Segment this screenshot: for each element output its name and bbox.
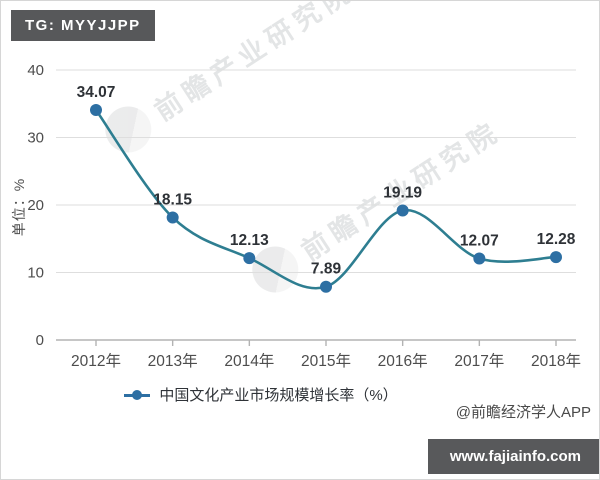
svg-text:2017年: 2017年 xyxy=(454,352,504,370)
svg-text:2016年: 2016年 xyxy=(378,352,428,370)
legend-label: 中国文化产业市场规模增长率（%） xyxy=(159,387,398,404)
svg-text:7.89: 7.89 xyxy=(311,261,342,278)
site-badge: www.fajiainfo.com xyxy=(427,439,599,474)
svg-text:12.07: 12.07 xyxy=(460,233,499,250)
svg-text:30: 30 xyxy=(27,130,44,147)
svg-text:18.15: 18.15 xyxy=(153,191,192,208)
attribution-text: @前瞻经济学人APP xyxy=(455,404,591,421)
tag-badge: TG: MYYJJPP xyxy=(11,10,155,41)
svg-text:34.07: 34.07 xyxy=(77,84,116,101)
svg-text:12.13: 12.13 xyxy=(230,232,269,249)
svg-text:2015年: 2015年 xyxy=(301,352,351,370)
svg-text:2013年: 2013年 xyxy=(148,352,198,370)
legend-line-dot-icon xyxy=(124,389,151,400)
svg-text:2012年: 2012年 xyxy=(71,352,121,370)
svg-text:2018年: 2018年 xyxy=(531,352,581,370)
svg-text:12.28: 12.28 xyxy=(537,231,576,248)
y-axis-title: 单位：% xyxy=(11,177,27,237)
svg-text:19.19: 19.19 xyxy=(383,184,422,201)
svg-text:40: 40 xyxy=(27,62,44,79)
svg-text:0: 0 xyxy=(36,332,44,349)
svg-text:20: 20 xyxy=(27,197,44,214)
legend: 中国文化产业市场规模增长率（%） xyxy=(1,384,521,405)
svg-text:2014年: 2014年 xyxy=(224,352,274,370)
svg-text:10: 10 xyxy=(27,265,44,282)
